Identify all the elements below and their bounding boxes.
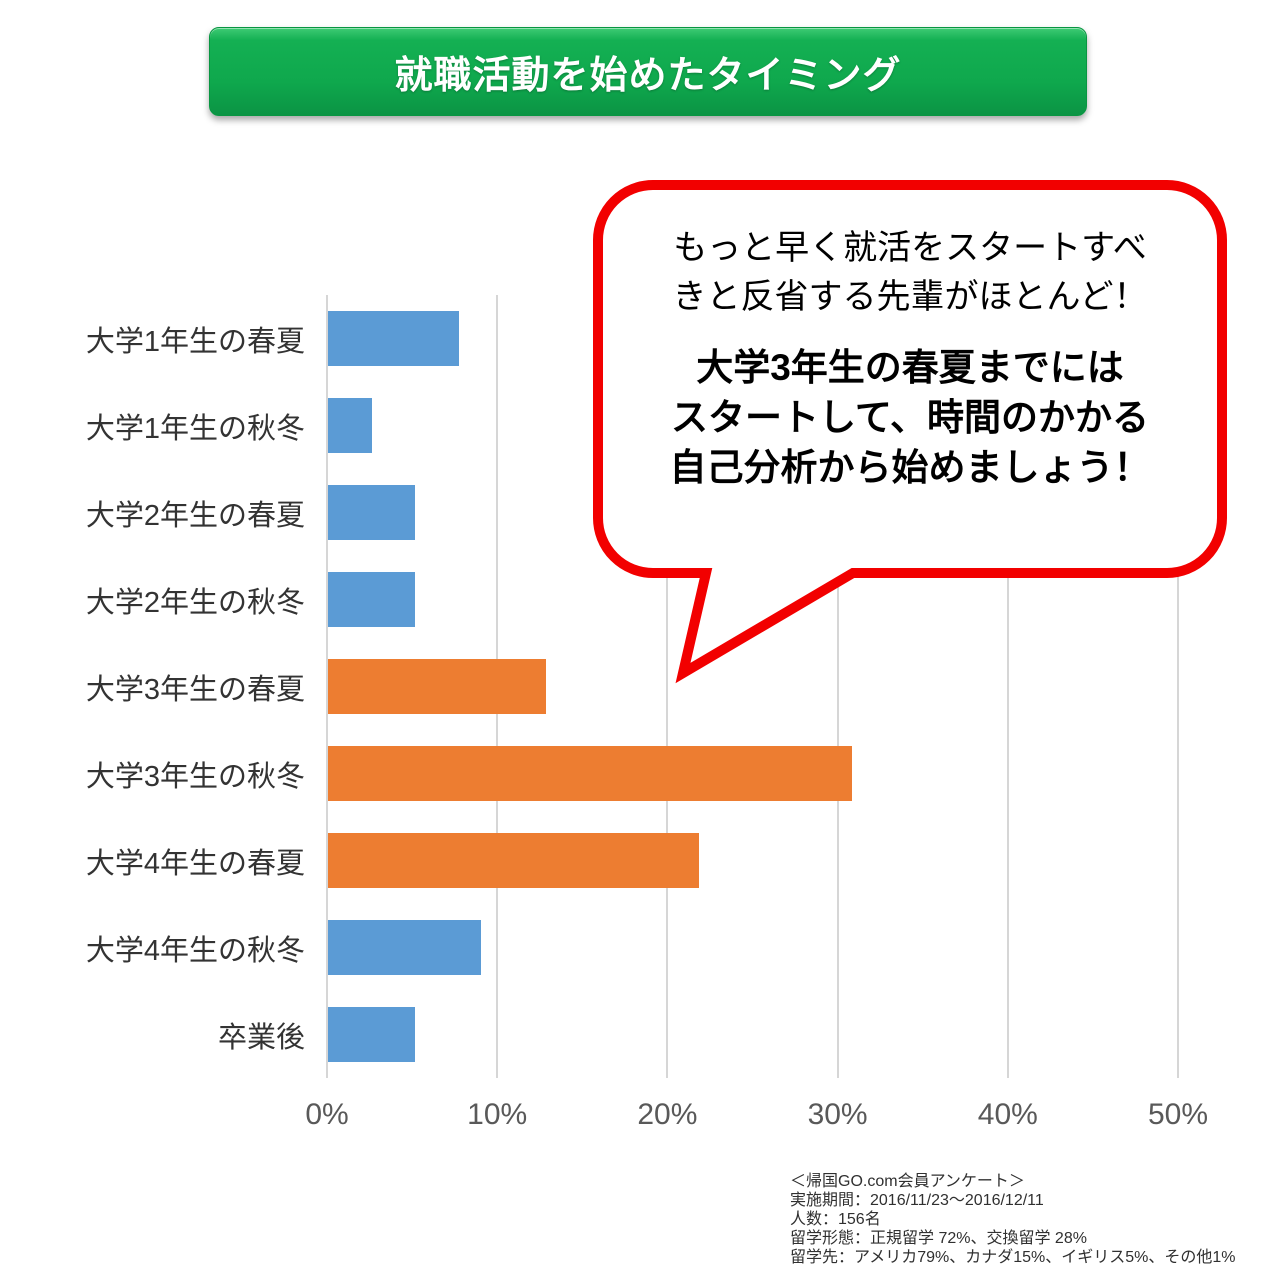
bar (328, 572, 415, 627)
text-line: 人数：156名 (790, 1211, 881, 1228)
x-tick-label: 20% (637, 1098, 698, 1131)
gridline (1006, 295, 1009, 1078)
text-line: 留学形態：正規留学 72%、交換留学 28% (790, 1230, 1087, 1247)
bar (328, 1007, 415, 1062)
bar (328, 659, 546, 714)
text-line: 大学3年生の春夏までには (696, 347, 1124, 388)
x-tick-label: 30% (807, 1098, 868, 1131)
category-label: 大学1年生の秋冬 (85, 412, 305, 445)
page-title: 就職活動を始めたタイミング (394, 55, 902, 97)
bar (328, 485, 415, 540)
gridline (836, 295, 839, 1078)
bar (328, 833, 699, 888)
text-line: 実施期間：2016/11/23～2016/12/11 (790, 1192, 1044, 1209)
bar (328, 398, 372, 453)
category-label: 大学4年生の秋冬 (85, 934, 305, 967)
callout-emphasis: 大学3年生の春夏までには スタートして、時間のかかる 自己分析から始めましょう！ (598, 343, 1222, 493)
gridline (666, 295, 669, 1078)
text-line: 自己分析から始めましょう！ (669, 447, 1151, 488)
speech-bubble (593, 180, 1227, 684)
bar (328, 311, 459, 366)
text-line: ＜帰国GO.com会員アンケート＞ (790, 1173, 1025, 1190)
category-label: 大学2年生の秋冬 (85, 586, 305, 619)
x-tick-label: 40% (977, 1098, 1038, 1131)
category-label: 大学1年生の春夏 (85, 325, 305, 358)
category-label: 卒業後 (217, 1021, 305, 1054)
x-tick-label: 50% (1147, 1098, 1209, 1131)
category-label: 大学2年生の春夏 (85, 499, 305, 532)
category-label: 大学4年生の春夏 (85, 847, 305, 880)
speech-bubble-text: もっと早く就活をスタートすべ きと反省する先輩がほとんど！ 大学3年生の春夏までに… (598, 224, 1222, 493)
speech-bubble-outline (593, 180, 1227, 684)
bar (328, 920, 481, 975)
title-banner: 就職活動を始めたタイミング (209, 27, 1087, 116)
text-line: 留学先：アメリカ79%、カナダ15%、イギリス5%、その他1% (790, 1249, 1236, 1266)
gridline (326, 295, 328, 1078)
category-label: 大学3年生の春夏 (85, 673, 305, 706)
text-line: もっと早く就活をスタートすべ (673, 229, 1147, 267)
x-tick-label: 10% (467, 1098, 528, 1131)
text-line: きと反省する先輩がほとんど！ (672, 278, 1148, 316)
callout-intro: もっと早く就活をスタートすべ きと反省する先輩がほとんど！ (598, 224, 1222, 322)
text-line: スタートして、時間のかかる (670, 397, 1150, 438)
category-label: 大学3年生の秋冬 (85, 760, 305, 793)
survey-footnote: ＜帰国GO.com会員アンケート＞ 実施期間：2016/11/23～2016/12… (790, 1172, 1270, 1267)
bar (328, 746, 852, 801)
x-tick-label: 0% (305, 1098, 349, 1131)
gridline (1177, 295, 1179, 1078)
